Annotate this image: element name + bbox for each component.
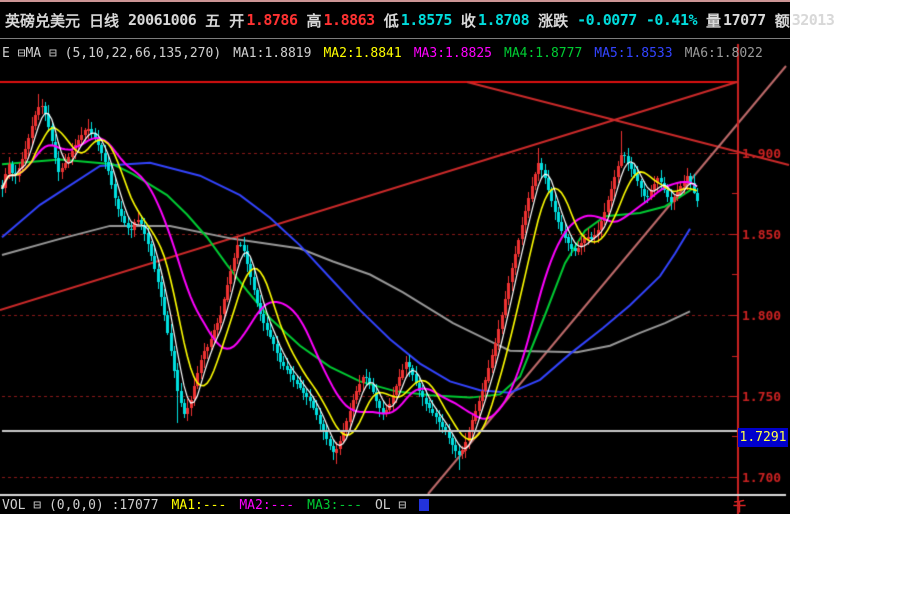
weekday-label: 五 bbox=[205, 11, 221, 30]
ma4-readout: MA4:1.8777 bbox=[504, 45, 583, 61]
ma2-readout: MA2:1.8841 bbox=[323, 45, 402, 61]
price-marker-label: 1.7291 bbox=[738, 428, 788, 447]
amount-value: 32013 bbox=[791, 11, 835, 29]
vol-settings-toggle[interactable]: VOL ⊟ (0,0,0) :17077 bbox=[2, 497, 159, 513]
high-label: 高 bbox=[306, 11, 322, 30]
close-label: 收 bbox=[460, 11, 476, 30]
high-value: 1.8863 bbox=[323, 11, 376, 29]
low-value: 1.8575 bbox=[400, 11, 453, 29]
vol-ol-toggle[interactable]: OL ⊟ bbox=[374, 497, 407, 513]
vol-ma1-readout: MA1:--- bbox=[171, 497, 227, 513]
quote-bar-divider bbox=[0, 38, 790, 39]
period-label[interactable]: 日线 bbox=[89, 11, 120, 30]
volume-value: 17077 bbox=[723, 11, 766, 29]
indicator-bar: E ⊟MA ⊟ (5,10,22,66,135,270) MA1:1.8819 … bbox=[0, 42, 790, 64]
ma1-readout: MA1:1.8819 bbox=[233, 45, 312, 61]
symbol-name[interactable]: 英磅兑美元 bbox=[5, 11, 81, 30]
volume-indicator-bar: VOL ⊟ (0,0,0) :17077 MA1:--- MA2:--- MA3… bbox=[2, 497, 732, 513]
volume-label: 量 bbox=[706, 11, 722, 30]
indicator-block-icon bbox=[419, 499, 430, 511]
change-pct-value: -0.41% bbox=[645, 11, 698, 29]
vol-ma2-readout: MA2:--- bbox=[239, 497, 295, 513]
ma-settings-toggle[interactable]: E ⊟MA ⊟ (5,10,22,66,135,270) bbox=[2, 45, 222, 61]
amount-label: 额 bbox=[774, 11, 790, 30]
open-label: 开 bbox=[229, 11, 245, 30]
change-value: -0.0077 bbox=[577, 11, 637, 29]
volume-unit-label: 千 bbox=[733, 500, 747, 515]
change-label: 涨跌 bbox=[538, 11, 569, 30]
window-top-edge bbox=[0, 0, 790, 2]
chart-window: 英磅兑美元 日线 20061006 五 开 1.8786 高 1.8863 低 1.8… bbox=[0, 0, 835, 515]
candlestick-chart-canvas[interactable] bbox=[0, 40, 790, 514]
close-value: 1.8708 bbox=[477, 11, 530, 29]
date-label: 20061006 bbox=[128, 11, 197, 29]
low-label: 低 bbox=[383, 11, 399, 30]
open-value: 1.8786 bbox=[246, 11, 298, 29]
quote-bar: 英磅兑美元 日线 20061006 五 开 1.8786 高 1.8863 低 1.8… bbox=[0, 2, 835, 38]
vol-ma3-readout: MA3:--- bbox=[307, 497, 362, 513]
ma6-readout: MA6:1.8022 bbox=[684, 45, 763, 61]
ma5-readout: MA5:1.8533 bbox=[594, 45, 673, 61]
ma3-readout: MA3:1.8825 bbox=[413, 45, 492, 61]
